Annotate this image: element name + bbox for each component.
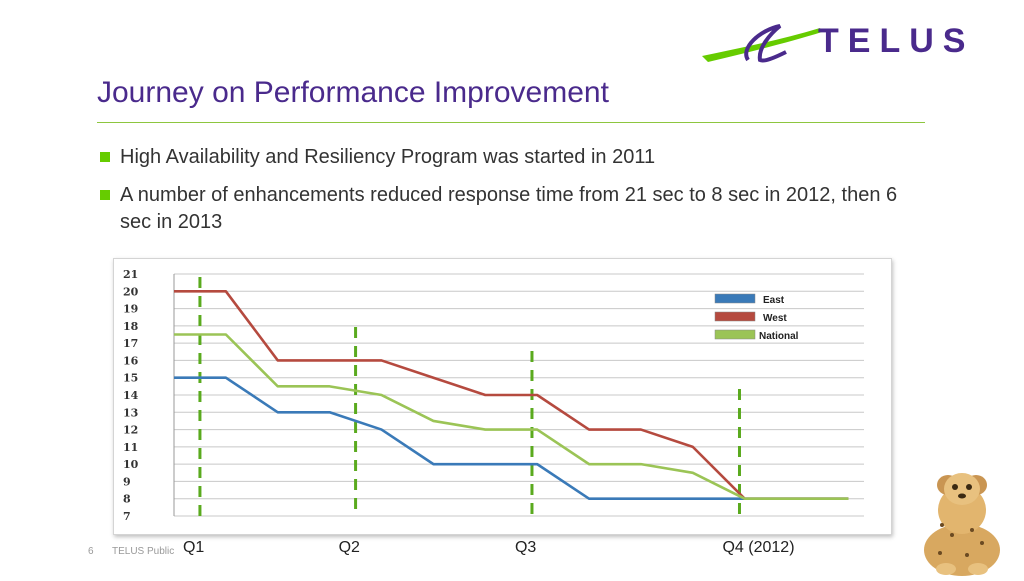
legend-swatch-national — [714, 329, 756, 340]
bullet-item: High Availability and Resiliency Program… — [100, 144, 920, 171]
y-tick-label: 11 — [123, 441, 138, 454]
legend-swatch-west — [714, 311, 756, 322]
bullet-square-icon — [100, 152, 110, 162]
quarter-label: Q2 — [338, 539, 360, 556]
y-tick-label: 13 — [123, 406, 138, 419]
y-tick-label: 18 — [123, 320, 139, 333]
quarter-label: Q4 (2012) — [722, 539, 795, 556]
y-tick-label: 15 — [123, 372, 138, 385]
series-line-west — [174, 289, 849, 501]
y-tick-label: 10 — [123, 458, 139, 471]
legend-label: West — [763, 313, 787, 324]
y-tick-label: 17 — [123, 337, 138, 350]
bullet-text: A number of enhancements reduced respons… — [120, 184, 898, 233]
y-tick-label: 21 — [123, 268, 138, 281]
bullet-text: High Availability and Resiliency Program… — [120, 146, 656, 168]
page-number: 6 — [88, 546, 94, 557]
bullet-list: High Availability and Resiliency Program… — [100, 144, 920, 247]
quarter-label: Q1 — [182, 539, 205, 556]
legend-label: East — [763, 295, 785, 306]
title-divider — [97, 122, 925, 123]
legend-swatch-east — [714, 293, 756, 304]
y-tick-label: 14 — [123, 389, 139, 402]
footer-label: TELUS Public — [112, 546, 175, 557]
page-title: Journey on Performance Improvement — [97, 76, 609, 109]
response-time-chart: 7 8 9 10 11 12 13 14 15 16 17 18 19 20 21 East West Natio… — [123, 268, 864, 523]
y-tick-label: 16 — [123, 354, 139, 367]
bullet-item: A number of enhancements reduced respons… — [100, 182, 920, 236]
swoosh-loop-icon — [744, 24, 787, 63]
y-tick-label: 12 — [123, 424, 138, 437]
series-line-national — [174, 333, 849, 501]
y-tick-label: 7 — [123, 510, 131, 523]
chart-frame: 7 8 9 10 11 12 13 14 15 16 17 18 19 20 21 East West Natio… — [113, 258, 892, 535]
legend-label: National — [759, 331, 799, 342]
bullet-square-icon — [100, 190, 110, 200]
y-tick-label: 19 — [123, 303, 138, 316]
y-tick-label: 9 — [123, 475, 131, 488]
y-tick-label: 8 — [123, 493, 131, 506]
logo-text: TELUS — [818, 22, 974, 60]
y-tick-label: 20 — [123, 285, 139, 298]
quarter-label: Q3 — [514, 539, 537, 556]
cheetah-mascot-image — [912, 455, 1012, 576]
telus-logo: TELUS — [700, 18, 990, 68]
series-line-east — [174, 376, 849, 501]
